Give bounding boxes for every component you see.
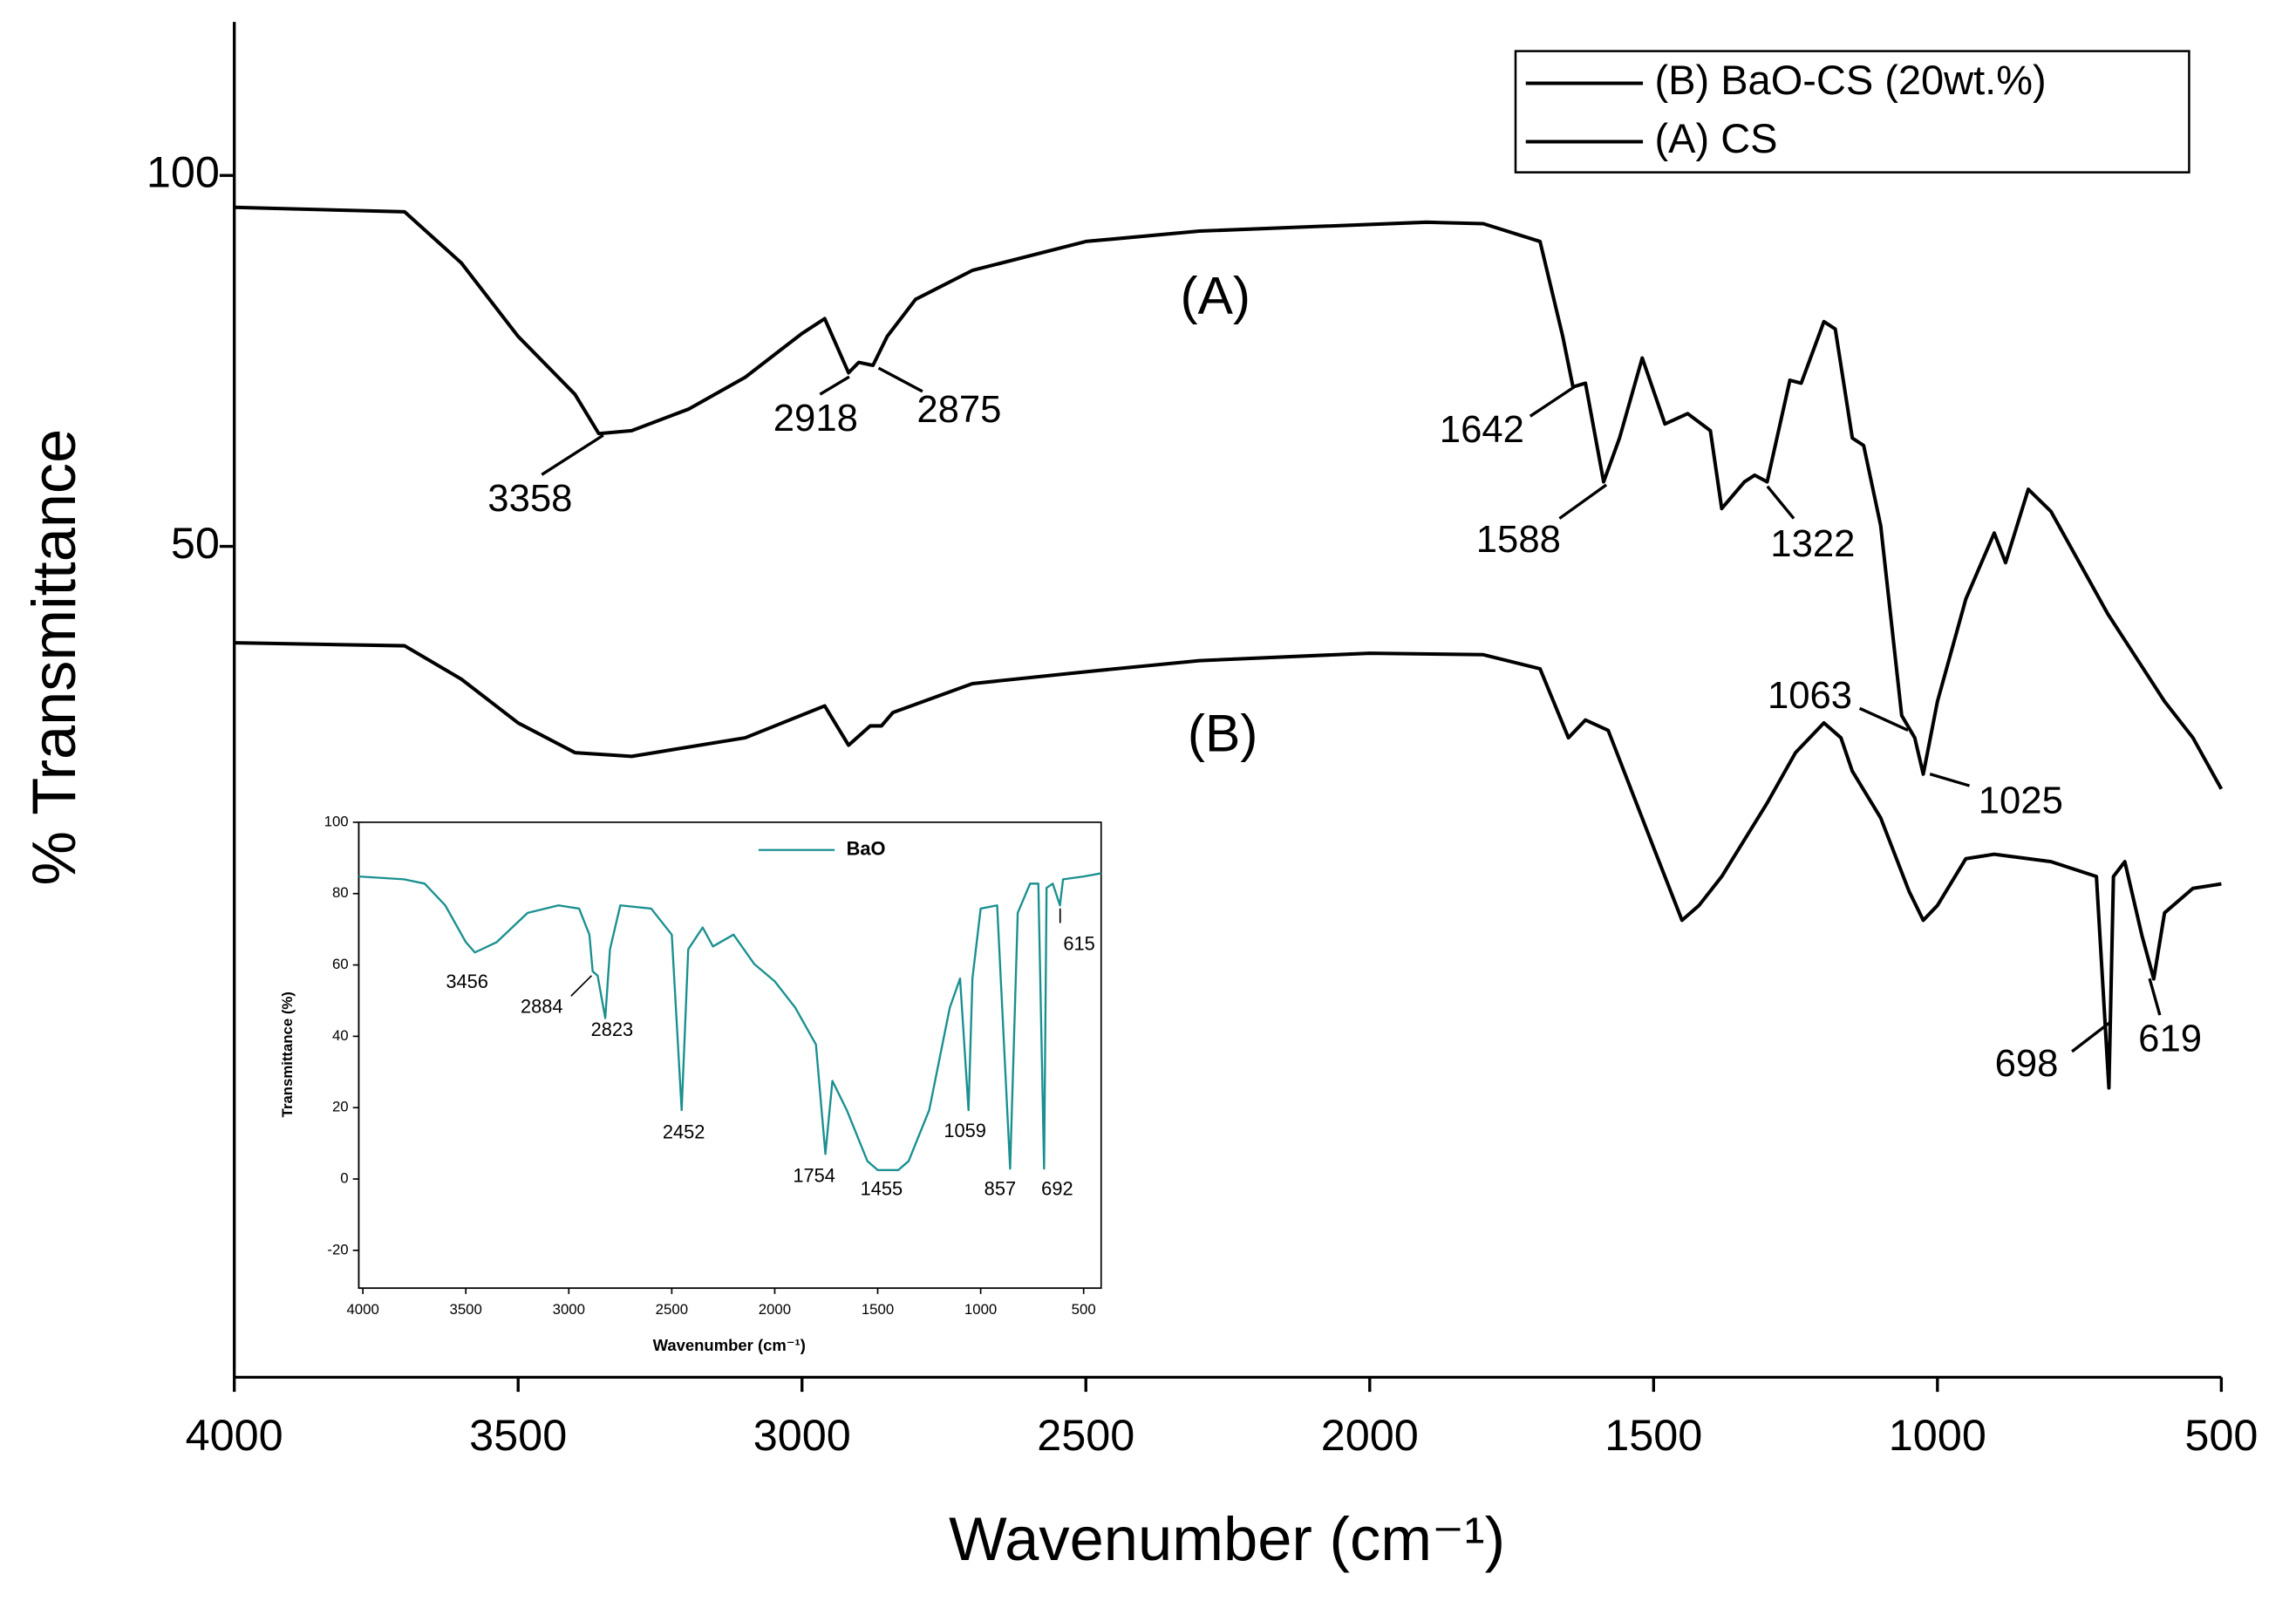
peak-annotation: (A) xyxy=(1180,265,1250,324)
x-tick-label: 4000 xyxy=(186,1410,283,1460)
peak-annotation: 1059 xyxy=(944,1120,986,1141)
x-tick-label: 3000 xyxy=(553,1301,585,1318)
peak-annotation: 1754 xyxy=(793,1165,835,1187)
x-tick-label: 2000 xyxy=(759,1301,791,1318)
x-axis-title: Wavenumber (cm⁻¹) xyxy=(653,1336,806,1354)
leader-line xyxy=(2071,1021,2111,1053)
peak-annotation: 857 xyxy=(984,1178,1016,1200)
x-tick-label: 2500 xyxy=(1037,1410,1134,1460)
y-axis-title: % Transmittance xyxy=(19,429,88,886)
peak-annotation: 615 xyxy=(1063,932,1094,954)
x-tick-label: 3500 xyxy=(450,1301,482,1318)
x-tick-label: 500 xyxy=(2184,1410,2258,1460)
x-tick-label: 3500 xyxy=(469,1410,567,1460)
x-tick-label: 2500 xyxy=(656,1301,688,1318)
peak-annotation: 3358 xyxy=(487,478,572,520)
legend-label: (A) CS xyxy=(1655,115,1778,161)
y-tick-label: -20 xyxy=(327,1241,348,1257)
leader-line xyxy=(2148,978,2162,1016)
peak-annotation: 1063 xyxy=(1768,675,1852,717)
y-tick-label: 20 xyxy=(332,1099,349,1115)
peak-annotation: 1642 xyxy=(1440,409,1524,451)
legend-box xyxy=(1514,50,2190,174)
peak-annotation: 2452 xyxy=(663,1121,705,1142)
peak-annotation: 2918 xyxy=(773,398,858,439)
peak-annotation: 2875 xyxy=(916,389,1001,431)
y-tick-label: 100 xyxy=(324,813,349,829)
x-tick-label: 1500 xyxy=(862,1301,894,1318)
y-tick-label: 0 xyxy=(340,1169,348,1186)
peak-annotation: 698 xyxy=(1995,1043,2059,1085)
leader-line xyxy=(1858,706,1909,732)
y-tick-label: 80 xyxy=(332,884,349,901)
leader-line xyxy=(1529,385,1576,418)
legend-label: (B) BaO-CS (20wt.%) xyxy=(1655,57,2047,103)
x-tick-label: 1500 xyxy=(1604,1410,1702,1460)
y-tick-label: 60 xyxy=(332,956,349,972)
x-tick-label: 2000 xyxy=(1321,1410,1419,1460)
spectrum-line xyxy=(234,641,2222,1090)
y-tick-label: 100 xyxy=(146,147,220,197)
y-tick-label: 40 xyxy=(332,1027,349,1044)
x-tick-label: 3000 xyxy=(753,1410,851,1460)
peak-annotation: (B) xyxy=(1188,704,1258,763)
leader-line xyxy=(570,975,592,997)
peak-annotation: 1588 xyxy=(1476,519,1561,561)
x-axis-title: Wavenumber (cm⁻¹) xyxy=(949,1504,1505,1573)
x-tick-label: 500 xyxy=(1072,1301,1096,1318)
legend-label: BaO xyxy=(847,838,886,860)
peak-annotation: 1455 xyxy=(861,1178,903,1200)
leader-line xyxy=(1558,483,1608,520)
x-tick-label: 1000 xyxy=(1889,1410,1986,1460)
peak-annotation: 1025 xyxy=(1979,780,2063,822)
leader-line xyxy=(877,366,923,393)
y-tick-label: 50 xyxy=(171,518,220,568)
peak-annotation: 2884 xyxy=(521,995,563,1017)
x-tick-label: 1000 xyxy=(964,1301,997,1318)
peak-annotation: 2823 xyxy=(591,1019,634,1040)
peak-annotation: 1322 xyxy=(1770,523,1855,565)
leader-line xyxy=(819,375,850,396)
x-tick-label: 4000 xyxy=(346,1301,378,1318)
peak-annotation: 3456 xyxy=(446,971,488,992)
spectrum-line xyxy=(358,872,1101,1171)
leader-line xyxy=(541,433,604,476)
leader-line xyxy=(1766,485,1795,520)
peak-annotation: 619 xyxy=(2138,1019,2202,1060)
leader-line xyxy=(1929,773,1971,787)
plot-frame xyxy=(358,821,1102,1290)
spectrum-line xyxy=(234,205,2224,790)
peak-annotation: 692 xyxy=(1041,1178,1073,1200)
y-axis-title: Transmittance (%) xyxy=(279,991,296,1117)
